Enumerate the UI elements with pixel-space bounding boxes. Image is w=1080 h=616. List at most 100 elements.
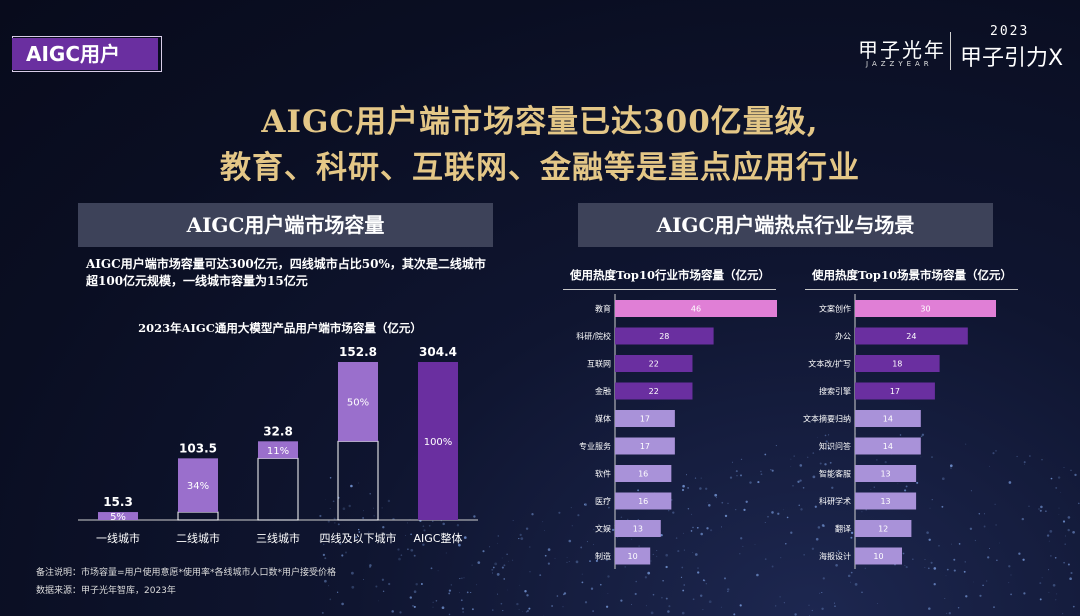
particle-dot (1039, 582, 1042, 585)
particle-dot (682, 589, 685, 592)
particle-dot (605, 605, 609, 608)
particle-dot (531, 513, 534, 516)
particle-dot (595, 559, 598, 562)
particle-dot (608, 506, 610, 509)
particle-dot (950, 467, 952, 469)
particle-dot (381, 507, 383, 509)
segment-bar (98, 512, 138, 520)
particle-dot (946, 612, 948, 614)
particle-dot (957, 607, 960, 609)
particle-dot (556, 595, 559, 597)
particle-dot (783, 602, 785, 604)
particle-dot (682, 484, 685, 488)
hbar (615, 410, 675, 427)
particle-dot (829, 461, 832, 464)
particle-dot (1074, 473, 1077, 477)
particle-dot (482, 550, 485, 553)
particle-dot (459, 578, 461, 580)
particle-dot (821, 524, 825, 527)
particle-dot (839, 501, 841, 503)
particle-dot (329, 477, 332, 479)
particle-dot (800, 508, 803, 511)
event-logo: 甲子引力X (960, 46, 1064, 71)
left-description-line1: AIGC用户端市场容量可达300亿元，四线城市占比50%，其次是二线城市 (86, 257, 486, 271)
hbar (615, 300, 777, 317)
particle-dot (970, 490, 972, 492)
particle-dot (1078, 502, 1080, 505)
particle-dot (1057, 476, 1061, 479)
right-section-header: AIGC用户端热点行业与场景 (578, 203, 993, 247)
hbar (855, 410, 921, 427)
particle-dot (823, 525, 825, 528)
particle-dot (502, 610, 504, 612)
particle-dot (941, 505, 944, 508)
particle-dot (631, 604, 633, 605)
particle-dot (924, 567, 926, 568)
particle-dot (450, 584, 452, 586)
particle-dot (973, 581, 974, 583)
particle-dot (577, 514, 580, 517)
particle-dot (384, 533, 386, 535)
particle-dot (803, 554, 805, 556)
particle-dot (348, 504, 351, 508)
particle-dot (822, 577, 825, 580)
particle-dot (920, 456, 922, 458)
particle-dot (687, 487, 689, 489)
particle-dot (832, 498, 835, 501)
particle-dot (551, 605, 554, 607)
particle-dot (965, 595, 968, 598)
particle-dot (785, 543, 787, 545)
particle-dot (1067, 528, 1070, 532)
particle-dot (740, 458, 743, 461)
particle-dot (592, 610, 594, 612)
particle-dot (756, 573, 759, 577)
particle-dot (1062, 520, 1066, 523)
particle-dot (993, 606, 995, 608)
value-label: 103.5 (179, 441, 217, 455)
particle-dot (770, 469, 772, 471)
particle-dot (824, 434, 827, 437)
particle-dot (422, 525, 425, 527)
value-label: 17 (890, 387, 900, 396)
particle-dot (702, 579, 705, 582)
particle-dot (518, 538, 520, 540)
particle-dot (944, 597, 946, 599)
value-label: 30 (920, 305, 930, 314)
value-label: 13 (880, 497, 890, 506)
particle-dot (802, 487, 805, 489)
particle-dot (1050, 555, 1052, 557)
particle-dot (382, 590, 385, 592)
particle-dot (460, 599, 463, 602)
particle-dot (704, 580, 706, 582)
particle-dot (500, 602, 503, 605)
particle-dot (1048, 591, 1050, 593)
particle-dot (341, 602, 344, 606)
particle-dot (590, 587, 594, 590)
particle-dot (933, 583, 936, 586)
particle-dot (351, 585, 355, 589)
value-label: 304.4 (419, 345, 457, 359)
particle-dot (448, 613, 451, 616)
particle-dot (665, 597, 668, 600)
share-label: 50% (347, 398, 369, 409)
particle-dot (650, 560, 652, 562)
particle-dot (350, 484, 353, 488)
particle-dot (430, 567, 433, 570)
cumulative-outline (257, 457, 299, 521)
particle-dot (835, 563, 838, 567)
particle-dot (815, 537, 819, 541)
particle-dot (1021, 517, 1025, 521)
segment-bar (178, 458, 218, 513)
particle-dot (463, 536, 467, 539)
particle-dot (321, 611, 324, 614)
particle-dot (410, 548, 414, 552)
particle-dot (700, 477, 702, 479)
particle-dot (432, 520, 434, 522)
particle-dot (764, 558, 767, 560)
left-description-line2: 超100亿元规模，一线城市容量为15亿元 (86, 274, 308, 288)
particle-dot (951, 543, 952, 545)
particle-dot (1023, 592, 1026, 595)
particle-dot (526, 609, 530, 613)
particle-dot (497, 535, 500, 537)
